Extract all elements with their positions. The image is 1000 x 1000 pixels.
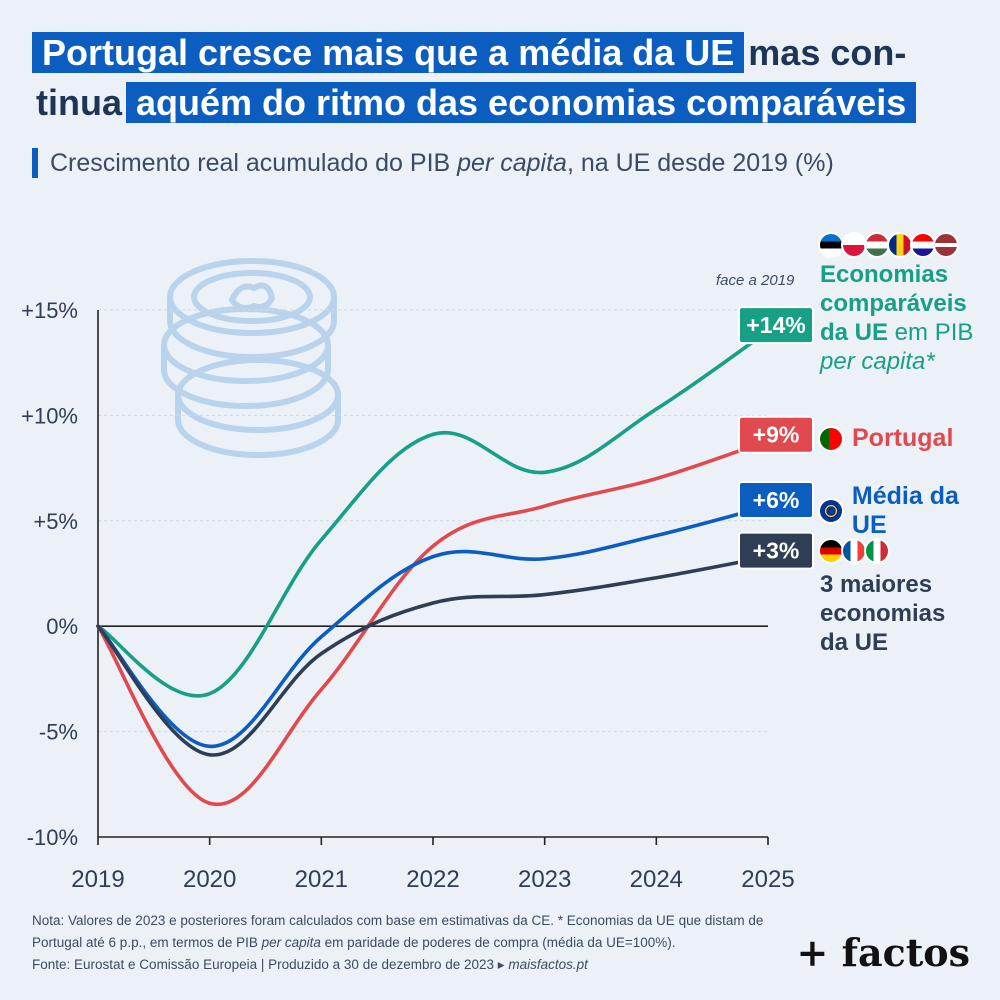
footnote-line-2: Portugal até 6 p.p., em termos de PIB pe… [32,932,812,954]
portugal-flag-icon [818,425,844,452]
footnote-line-2c: em paridade de poderes de compra (média … [320,935,676,950]
footnote-source: Fonte: Eurostat e Comissão Europeia | Pr… [32,957,509,972]
footnote-link[interactable]: maisfactos.pt [508,957,588,972]
y-tick-label: +5% [33,509,78,534]
subtitle-part-2: per capita [457,149,567,177]
y-tick-label: +15% [21,298,78,323]
chart-axes: +15% +10% +5% 0% -5% -10% 2019 2020 2021 2022 2023… [21,298,795,893]
end-label-badge-eu_avg [738,481,814,520]
x-tick-label: 2019 [71,866,124,893]
legend-comparable-line-2: comparáveis [820,290,967,317]
footnote-line-2b: per capita [261,935,321,950]
chart-end-labels: +14% +9% +6% +3% [738,306,814,570]
legend-comparable-line-3a: da UE [820,319,889,346]
legend-portugal-label: Portugal [852,424,954,452]
footnote-line-3: Fonte: Eurostat e Comissão Europeia | Pr… [32,954,812,976]
end-label-badge-big3 [738,531,814,570]
end-label-portugal: +9% [753,422,800,448]
legend-comparable-line-3: da UE em PIB [820,318,973,347]
x-tick-label: 2025 [741,866,794,893]
title-highlight-2: aquém do ritmo das economias comparáveis [126,82,917,123]
y-tick-label: -5% [39,720,78,745]
legend-big3: 3 maiores economias da UE [820,570,990,657]
title-plain-1: mas con- [748,32,907,73]
comparable-flags [818,232,959,258]
footnote: Nota: Valores de 2023 e posteriores fora… [32,910,812,976]
legend-comparable-line-3b: em PIB [888,319,974,346]
legend-eu-average: Média da UE [818,482,1000,540]
series-line-comparable [96,329,770,698]
footnote-line-1: Nota: Valores de 2023 e posteriores fora… [32,913,764,928]
latvia-flag-icon [933,232,959,258]
x-tick-label: 2022 [406,866,459,893]
y-tick-label: 0% [46,614,78,639]
x-tick-label: 2021 [295,866,348,893]
title-highlight-1: Portugal cresce mais que a média da UE [32,32,745,73]
y-tick-label: +10% [21,403,78,428]
subtitle: Crescimento real acumulado do PIB per ca… [32,148,834,178]
series-line-eu_avg [96,504,770,749]
eu-flag-icon [818,498,844,524]
subtitle-part-3: , na UE desde 2019 (%) [566,149,834,177]
croatia-flag-icon [910,232,936,258]
end-label-eu_avg: +6% [753,487,800,513]
italy-flag-icon [864,538,890,564]
x-tick-label: 2023 [518,866,571,893]
series-line-big3 [96,554,770,757]
subtitle-part-1: Crescimento real acumulado do PIB [50,149,458,177]
footnote-line-2a: Portugal até 6 p.p., em termos de PIB [32,935,262,950]
brand-logo: + factos [796,930,970,975]
chart-grid [98,309,768,838]
big3-flags [818,538,890,564]
legend-big3-line-1: 3 maiores [820,571,933,598]
chart-lines [96,329,770,807]
legend-portugal: Portugal [818,424,953,453]
x-tick-label: 2020 [183,866,236,893]
legend-comparable: Economias comparáveis da UE em PIB per c… [820,260,973,376]
title-plain-2: tinua [36,82,122,123]
legend-comparable-line-1: Economias [820,261,949,288]
legend-comparable-line-4: per capita* [820,348,935,375]
end-label-badge-comparable [738,306,814,345]
x-tick-label: 2024 [630,866,683,893]
face-note: face a 2019 [716,272,795,289]
legend-big3-line-3: da UE [820,629,889,656]
series-line-portugal [96,438,770,807]
legend-eu-average-label: Média da UE [851,482,959,539]
title-line-1: Portugal cresce mais que a média da UE ma… [32,30,910,76]
end-label-badge-portugal [738,415,814,454]
legend-big3-line-2: economias [820,600,946,627]
end-label-big3: +3% [753,538,800,564]
title-line-2: tinua aquém do ritmo das economias compar… [32,80,917,126]
y-tick-label: -10% [27,825,78,850]
end-label-comparable: +14% [746,312,805,338]
coins-icon [161,258,341,458]
